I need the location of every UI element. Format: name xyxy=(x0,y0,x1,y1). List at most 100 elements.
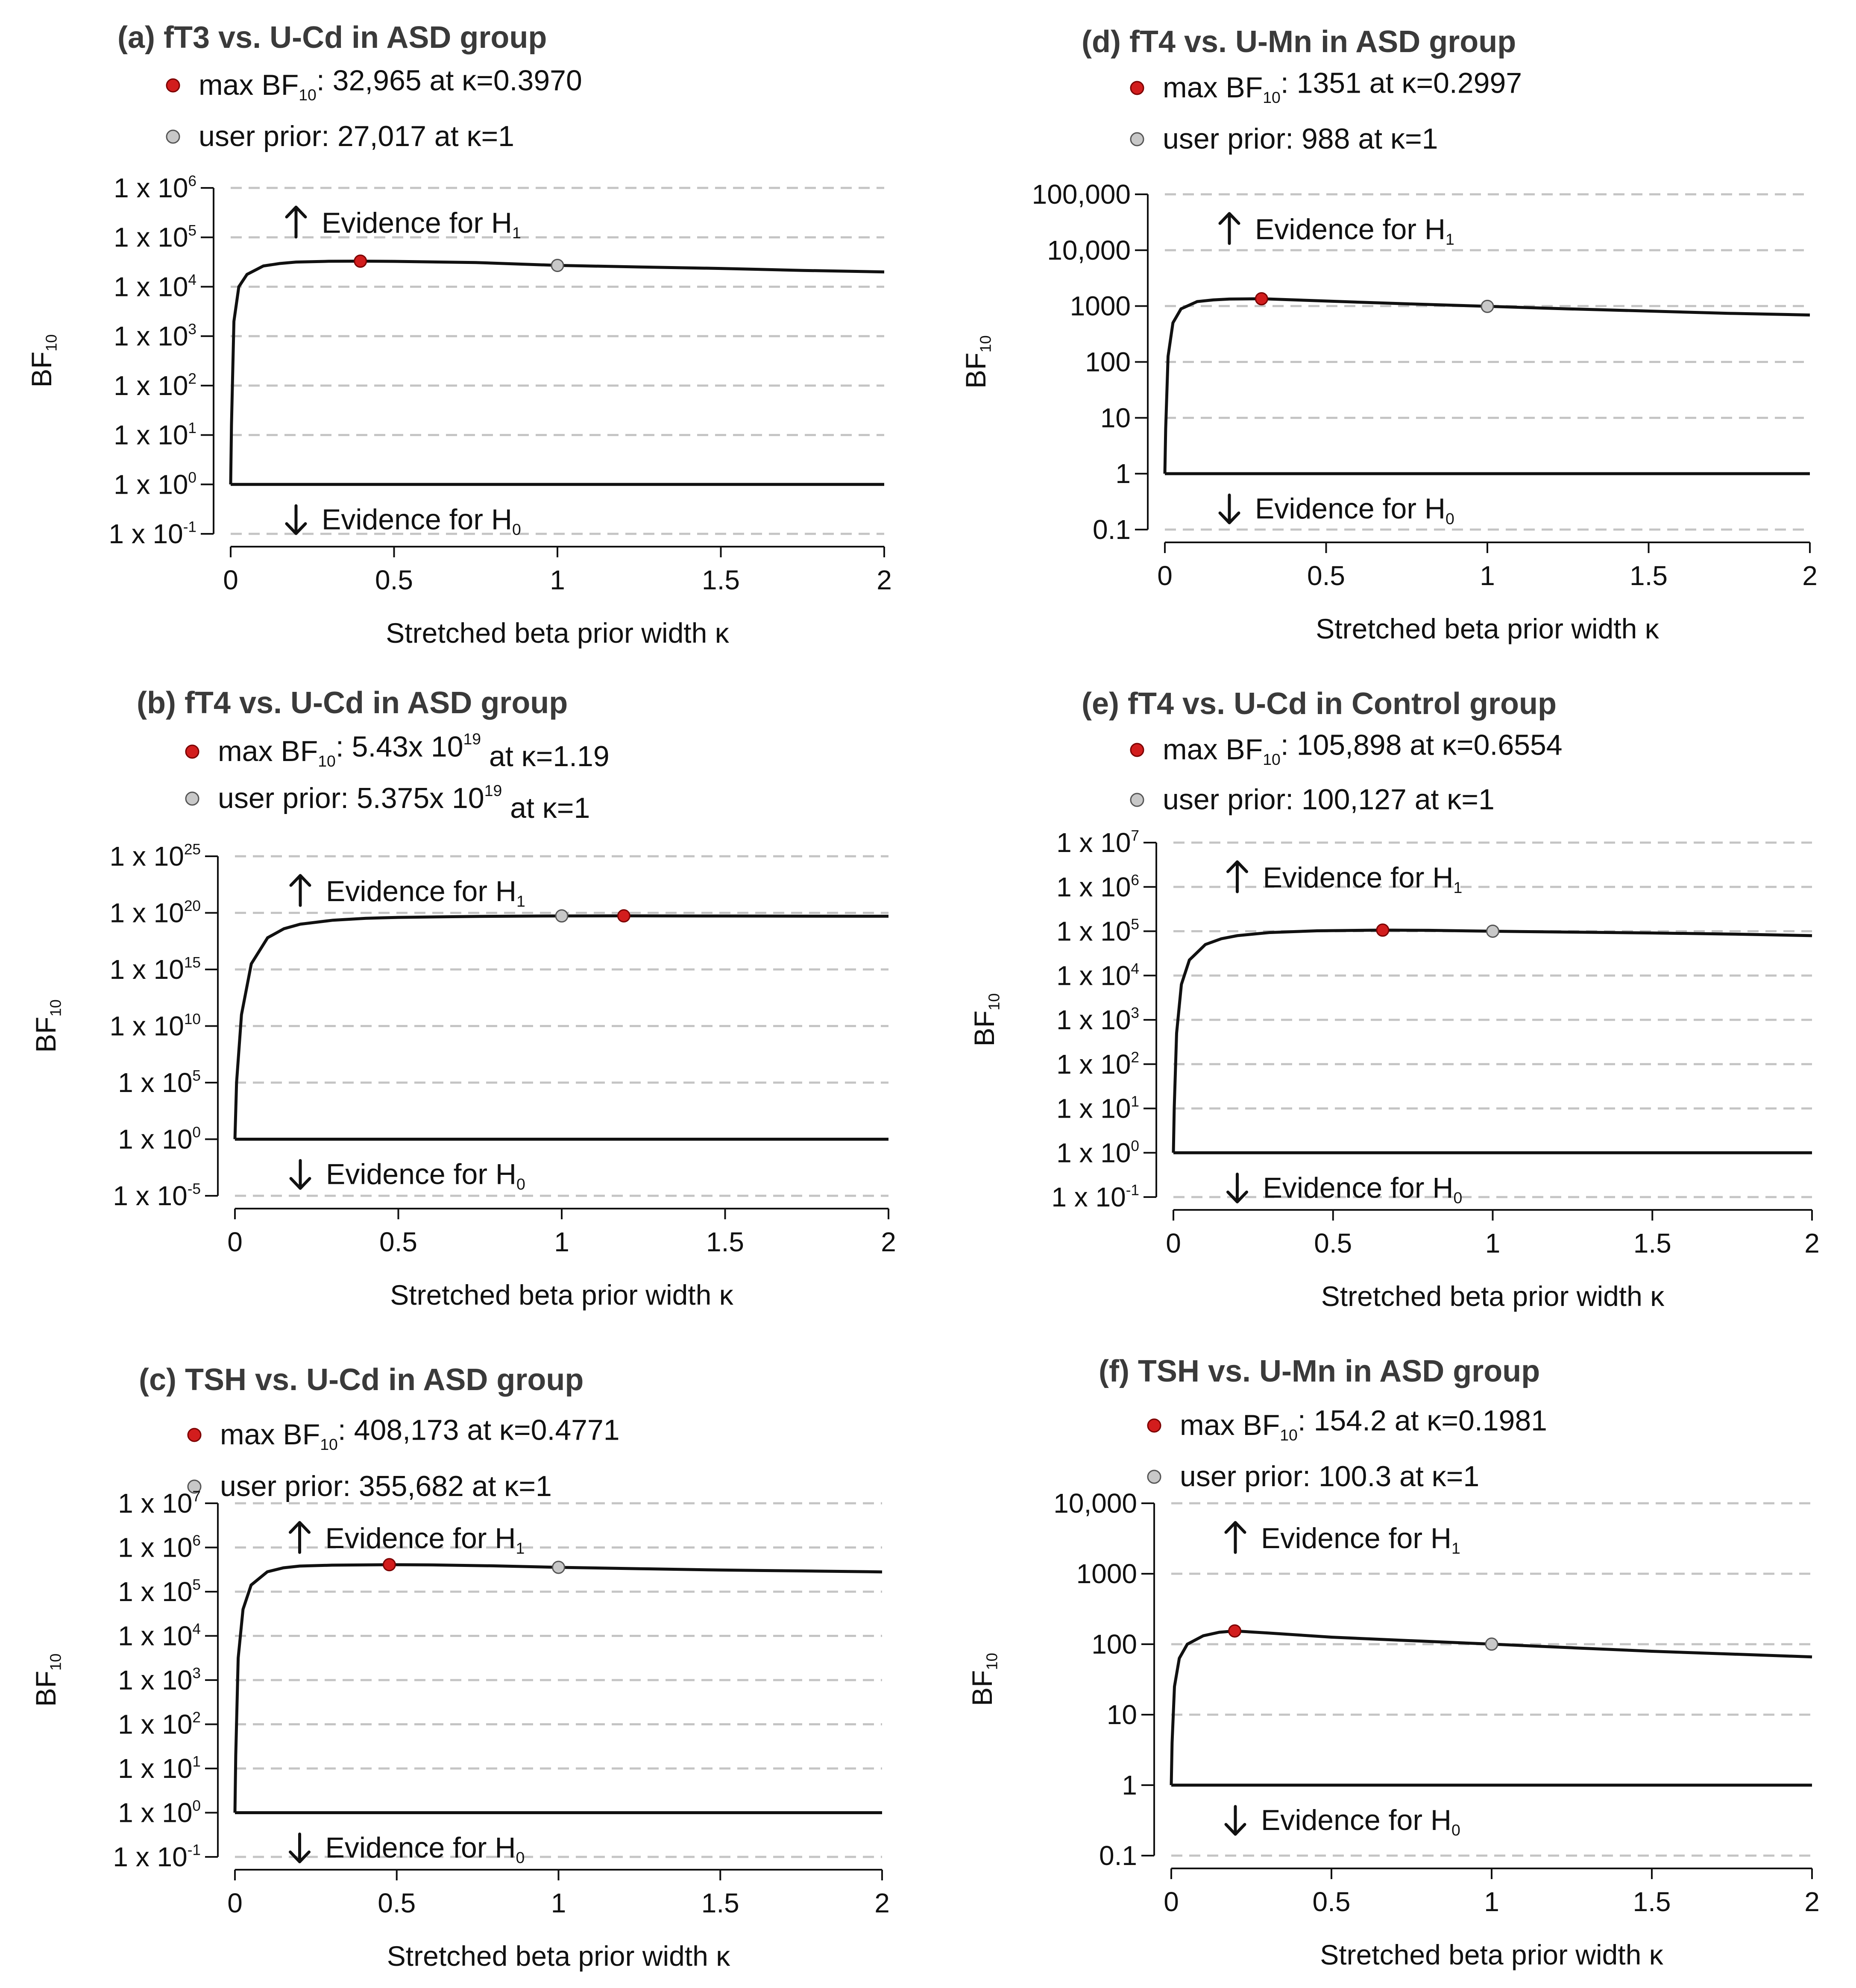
y-tick-label: 1 x 105​ xyxy=(118,1067,201,1098)
y-axis-title: BF10​ xyxy=(26,334,60,388)
chart-svg-e: (e) fT4 vs. U-Cd in Control group max BF1… xyxy=(968,687,1820,1312)
arrow-down-icon xyxy=(289,1833,311,1863)
x-tick-label: 1.5 xyxy=(706,1227,744,1257)
user-prior-point xyxy=(551,258,564,272)
chart-svg-d: (d) fT4 vs. U-Mn in ASD group max BF10​: … xyxy=(960,25,1818,644)
y-axis-title: BF10​ xyxy=(960,335,994,389)
chart-svg-c: (c) TSH vs. U-Cd in ASD group max BF10​: … xyxy=(30,1363,890,1972)
y-tick-label: 1 x 1015​ xyxy=(110,954,201,985)
y-tick-label: 1 x 102​ xyxy=(114,370,196,401)
y-tick-label: 1 x 106​ xyxy=(118,1532,201,1563)
x-tick-label: 0 xyxy=(223,565,238,595)
y-tick-label: 10 xyxy=(1107,1699,1137,1730)
y-tick-label: 1 x 100​ xyxy=(118,1798,201,1828)
legend-max-label: max BF10​: 1351 at κ=0.2997 xyxy=(1163,67,1522,106)
chart-title: (c) TSH vs. U-Cd in ASD group xyxy=(139,1363,583,1397)
y-tick-label: 1 x 101​ xyxy=(1056,1093,1139,1124)
evidence-h1-label: Evidence for H1​ xyxy=(325,1522,525,1557)
arrow-up-icon xyxy=(1226,860,1248,893)
arrow-up-icon xyxy=(289,874,311,907)
chart-panel-d: (d) fT4 vs. U-Mn in ASD group max BF10​: … xyxy=(928,0,1856,662)
user-prior-point xyxy=(552,1561,565,1574)
y-tick-label: 1 x 104​ xyxy=(114,271,196,302)
evidence-h0-label: Evidence for H0​ xyxy=(1261,1804,1460,1839)
evidence-h0-label: Evidence for H0​ xyxy=(326,1158,525,1193)
bf-curve xyxy=(1170,1629,1812,1786)
max-bf-point xyxy=(617,909,630,923)
y-tick-label: 1 x 107​ xyxy=(1056,827,1139,858)
y-tick-label: 1 x 103​ xyxy=(118,1665,201,1695)
evidence-h0-label: Evidence for H0​ xyxy=(1255,492,1454,527)
evidence-h0-label: Evidence for H0​ xyxy=(325,1832,525,1867)
x-tick-label: 1.5 xyxy=(701,1888,739,1918)
y-tick-label: 1 x 105​ xyxy=(114,222,196,253)
legend-max-marker xyxy=(1130,743,1144,757)
y-axis-title: BF10​ xyxy=(30,1654,65,1707)
chart-svg-a: (a) fT3 vs. U-Cd in ASD group max BF10​: … xyxy=(26,20,892,649)
y-tick-label: 1 x 106​ xyxy=(114,173,196,203)
y-tick-label: 10,000 xyxy=(1053,1488,1137,1519)
x-tick-label: 0 xyxy=(227,1888,243,1918)
y-tick-label: 0.1 xyxy=(1093,514,1131,545)
x-axis-title: Stretched beta prior width κ xyxy=(1321,1280,1665,1312)
x-tick-label: 0.5 xyxy=(379,1227,417,1257)
x-tick-label: 1.5 xyxy=(1633,1886,1671,1917)
evidence-h1-label: Evidence for H1​ xyxy=(1263,861,1463,896)
max-bf-point xyxy=(1255,292,1268,306)
legend-user-marker xyxy=(166,129,180,144)
x-tick-label: 2 xyxy=(1802,560,1818,591)
arrow-up-icon xyxy=(289,1521,311,1554)
arrow-down-icon xyxy=(1226,1172,1248,1203)
x-tick-label: 1 xyxy=(1485,1228,1501,1259)
y-tick-label: 1000 xyxy=(1076,1558,1137,1589)
x-tick-label: 2 xyxy=(881,1227,896,1257)
y-tick-label: 1 x 10-5​ xyxy=(113,1180,201,1211)
chart-panel-c: (c) TSH vs. U-Cd in ASD group max BF10​: … xyxy=(0,1324,928,1986)
arrow-down-icon xyxy=(1218,493,1240,524)
x-tick-label: 1.5 xyxy=(702,565,740,595)
arrow-up-icon xyxy=(1224,1521,1246,1554)
x-tick-label: 1.5 xyxy=(1633,1228,1671,1259)
y-tick-label: 1 xyxy=(1115,458,1131,489)
x-tick-label: 0 xyxy=(227,1227,243,1257)
legend-user-label: user prior: 5.375x 1019​ at κ=1 xyxy=(218,782,590,824)
y-tick-label: 1 xyxy=(1122,1770,1137,1801)
chart-title: (b) fT4 vs. U-Cd in ASD group xyxy=(137,686,568,720)
chart-title: (f) TSH vs. U-Mn in ASD group xyxy=(1099,1354,1540,1388)
max-bf-point xyxy=(1228,1624,1242,1638)
legend-user-marker xyxy=(1130,132,1144,146)
legend-user-marker xyxy=(1147,1470,1161,1484)
legend-user-label: user prior: 355,682 at κ=1 xyxy=(220,1470,552,1502)
max-bf-point xyxy=(1376,923,1390,937)
evidence-h0-label: Evidence for H0​ xyxy=(322,503,521,538)
arrow-down-icon xyxy=(289,1159,311,1190)
y-tick-label: 1 x 1010​ xyxy=(110,1011,201,1042)
arrow-up-icon xyxy=(1218,212,1240,245)
y-tick-label: 1 x 105​ xyxy=(1056,916,1139,947)
x-tick-label: 2 xyxy=(1804,1228,1820,1259)
arrow-up-icon xyxy=(285,205,307,239)
arrow-down-icon xyxy=(1224,1805,1246,1836)
y-tick-label: 1 x 105​ xyxy=(118,1576,201,1607)
user-prior-point xyxy=(1486,924,1499,938)
bf-curve xyxy=(1163,297,1810,474)
x-tick-label: 2 xyxy=(1804,1886,1820,1917)
x-axis-title: Stretched beta prior width κ xyxy=(387,1940,730,1972)
y-tick-label: 1 x 101​ xyxy=(118,1753,201,1784)
legend-user-label: user prior: 100.3 at κ=1 xyxy=(1180,1460,1479,1493)
x-tick-label: 0 xyxy=(1164,1886,1179,1917)
x-tick-label: 0.5 xyxy=(378,1888,416,1918)
legend-user-label: user prior: 27,017 at κ=1 xyxy=(199,120,514,152)
x-tick-label: 0.5 xyxy=(1314,1228,1352,1259)
y-tick-label: 100 xyxy=(1091,1629,1137,1660)
y-tick-label: 100,000 xyxy=(1032,179,1131,210)
x-axis-title: Stretched beta prior width κ xyxy=(386,617,729,649)
chart-panel-a: (a) fT3 vs. U-Cd in ASD group max BF10​: … xyxy=(0,0,928,662)
arrow-down-icon xyxy=(285,504,307,535)
legend-user-label: user prior: 988 at κ=1 xyxy=(1163,123,1438,155)
chart-svg-b: (b) fT4 vs. U-Cd in ASD group max BF10​: … xyxy=(30,686,896,1311)
evidence-h1-label: Evidence for H1​ xyxy=(322,207,521,242)
y-tick-label: 1 x 101​ xyxy=(114,420,196,451)
chart-panel-f: (f) TSH vs. U-Mn in ASD group max BF10​: … xyxy=(928,1324,1856,1986)
x-tick-label: 1 xyxy=(550,565,565,595)
